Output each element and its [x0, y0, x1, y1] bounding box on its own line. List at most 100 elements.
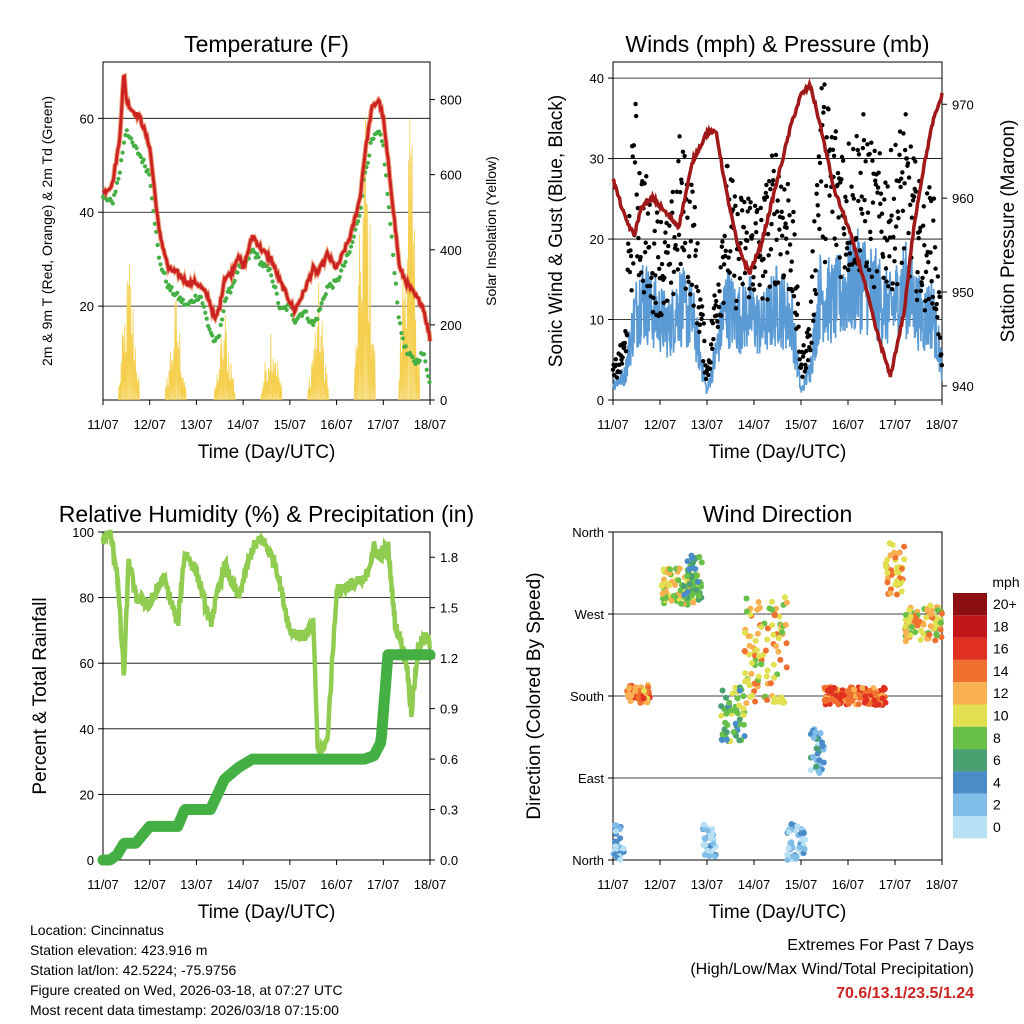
dewpoint-point: [210, 333, 215, 338]
gust-point: [671, 291, 676, 297]
gust-point: [772, 211, 777, 217]
gust-point: [665, 250, 670, 255]
gust-point: [842, 265, 848, 270]
wind-direction-point: [743, 608, 750, 615]
wind-direction-point: [892, 554, 899, 561]
gust-point: [882, 197, 887, 202]
wind-direction-point: [736, 702, 743, 709]
colorbar-label: 14: [993, 663, 1009, 679]
gust-point: [918, 288, 924, 293]
gust-point: [751, 275, 756, 280]
wind-direction-point: [740, 712, 747, 719]
gust-point: [897, 129, 903, 134]
wind-direction-point: [789, 853, 796, 860]
wind-direction-point: [640, 695, 647, 702]
dewpoint-point: [128, 136, 134, 141]
x-tick-label: 12/07: [644, 877, 677, 892]
gust-point: [657, 266, 662, 272]
colorbar: mph 20+ 18 16 14 12 10 8 6 4 2 0: [953, 574, 1020, 839]
gust-point: [844, 245, 850, 251]
gust-point: [823, 236, 828, 242]
dewpoint-point: [311, 322, 316, 327]
dewpoint-point: [221, 309, 226, 314]
gust-point: [831, 153, 837, 158]
wind-direction-point: [812, 729, 819, 736]
gust-point: [715, 324, 721, 330]
gust-point: [837, 255, 842, 260]
gust-point: [929, 278, 934, 284]
dewpoint-point: [343, 259, 348, 265]
gust-point: [909, 215, 915, 220]
gust-point: [755, 207, 760, 213]
wind-direction-point: [771, 612, 778, 619]
gust-point: [761, 256, 766, 262]
gust-point: [683, 286, 688, 291]
gust-point: [680, 149, 686, 154]
wind-direction-point: [835, 701, 842, 708]
y-tick-label: 80: [80, 591, 94, 606]
gust-point: [869, 140, 874, 145]
gust-point: [788, 268, 793, 273]
gust-point: [822, 259, 828, 265]
y-tick-label: South: [570, 689, 604, 704]
wind-direction-point: [785, 845, 792, 852]
gust-point: [776, 280, 781, 285]
extremes-values: 70.6/13.1/23.5/1.24: [836, 985, 974, 1002]
dewpoint-point: [424, 367, 429, 372]
gust-point: [866, 267, 872, 273]
wind-direction-point: [782, 621, 789, 628]
gust-point: [794, 312, 800, 318]
wind-direction-point: [883, 564, 890, 571]
dewpoint-point: [396, 315, 401, 320]
dewpoint-point: [270, 279, 275, 284]
wind-direction-point: [884, 569, 891, 576]
gust-point: [932, 245, 938, 250]
gust-point: [913, 159, 918, 164]
gust-point: [889, 213, 894, 218]
gust-point: [720, 239, 725, 244]
y-tick-label: North: [572, 525, 604, 540]
gust-point: [827, 193, 832, 198]
panel-title: Relative Humidity (%) & Precipitation (i…: [59, 501, 474, 527]
gust-point: [881, 275, 886, 280]
gust-point: [805, 358, 811, 363]
y2-tick-label: 0: [440, 393, 447, 408]
wind-direction-point: [884, 579, 891, 586]
gust-point: [875, 190, 880, 195]
gust-point: [905, 161, 911, 166]
y2-tick-label: 800: [440, 93, 462, 108]
panel-1: Temperature (F) Time (Day/UTC) 11/07 12/07 1…: [39, 31, 499, 463]
wind-direction-point: [637, 699, 644, 706]
dewpoint-point: [235, 270, 240, 275]
wind-direction-point: [692, 566, 699, 573]
gust-point: [707, 366, 713, 372]
dewpoint-point: [145, 168, 150, 173]
gust-point: [862, 218, 868, 224]
y2-tick-label: 1.2: [440, 651, 458, 666]
wind-direction-point: [753, 647, 760, 654]
gust-point: [901, 131, 906, 136]
gust-point: [849, 184, 854, 189]
x-tick-label: 18/07: [414, 417, 447, 432]
gust-point: [723, 253, 728, 259]
wind-direction-point: [767, 680, 774, 687]
wind-direction-point: [932, 637, 939, 644]
y2-axis-label: Station Pressure (Maroon): [998, 120, 1019, 343]
dewpoint-point: [269, 273, 274, 278]
gust-point: [784, 225, 789, 230]
gust-point: [803, 365, 809, 371]
gust-point: [906, 230, 911, 236]
wind-direction-point: [710, 840, 717, 847]
x-tick-label: 14/07: [738, 417, 771, 432]
gust-point: [775, 198, 780, 203]
gust-point: [816, 154, 822, 159]
dewpoint-point: [386, 205, 391, 210]
gust-point: [787, 213, 792, 218]
gust-point: [627, 213, 632, 219]
gust-point: [868, 236, 873, 242]
y-axis-label: Sonic Wind & Gust (Blue, Black): [546, 95, 567, 367]
gust-point: [714, 298, 719, 304]
wind-direction-point: [779, 629, 786, 636]
y-tick-label: 40: [80, 722, 94, 737]
dewpoint-point: [376, 129, 382, 134]
